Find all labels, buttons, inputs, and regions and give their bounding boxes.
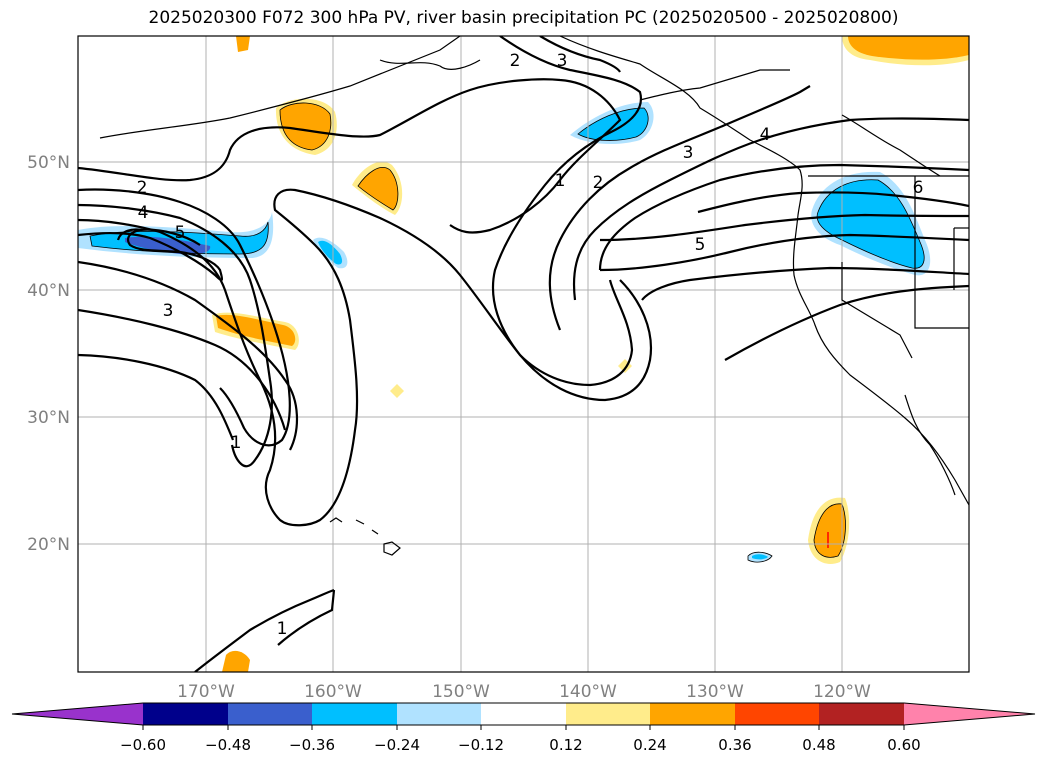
colorbar-segment [566, 703, 650, 725]
lon-label: 120°W [813, 682, 871, 702]
contour-label: 5 [175, 223, 186, 243]
colorbar-segment [650, 703, 735, 725]
colorbar-segment [397, 703, 481, 725]
lat-label: 30°N [27, 408, 70, 428]
contour-label: 5 [695, 235, 706, 255]
colorbar-tick-label: 0.48 [802, 736, 835, 754]
pos-anomaly-south [222, 650, 250, 672]
lon-label: 160°W [304, 682, 362, 702]
contour-label: 1 [555, 171, 566, 191]
contour-label: 2 [510, 51, 521, 71]
colorbar-tick-label: −0.12 [458, 736, 504, 754]
colorbar: −0.60 −0.48 −0.36 −0.24 −0.12 0.12 0.24 … [11, 702, 1036, 754]
colorbar-tick-label: 0.36 [718, 736, 751, 754]
pos-anomaly-dot1 [390, 384, 404, 398]
neg-anomaly-westcoast-core [817, 179, 925, 269]
colorbar-segment [735, 703, 819, 725]
pos-anomaly-north-ne-core [848, 36, 969, 60]
colorbar-tick-label: −0.48 [205, 736, 251, 754]
contour-label: 3 [557, 51, 568, 71]
lon-labels: 170°W 160°W 150°W 140°W 130°W 120°W [177, 682, 871, 702]
pv-contours [78, 36, 969, 672]
gridlines [78, 36, 969, 672]
pos-anomaly-north-nw [236, 36, 250, 52]
contour-label: 2 [593, 173, 604, 193]
lon-label: 150°W [432, 682, 490, 702]
pos-anomaly-gulf-core [358, 167, 398, 210]
colorbar-segment [312, 703, 397, 725]
contour-label: 3 [683, 143, 694, 163]
lat-labels: 50°N 40°N 30°N 20°N [27, 153, 70, 555]
contour-label: 2 [137, 178, 148, 198]
colorbar-segment [481, 703, 566, 725]
map-frame [77, 35, 970, 673]
colorbar-tick-label: −0.24 [374, 736, 420, 754]
colorbar-segment [143, 703, 228, 725]
contour-label: 1 [231, 433, 242, 453]
neg-anomaly-hawaii-core [752, 554, 768, 560]
colorbar-min-extend [12, 703, 143, 725]
contour-label: 4 [760, 125, 771, 145]
neg-anomaly-gulf-alaska-core [578, 108, 649, 141]
lat-label: 50°N [27, 153, 70, 173]
lon-label: 130°W [686, 682, 744, 702]
contour-label: 1 [277, 619, 288, 639]
contour-label: 6 [913, 178, 924, 198]
pv-contour-labels: 1 1 1 2 2 2 3 3 3 4 4 5 5 6 [137, 51, 924, 639]
pos-anomaly-aleutian-core [280, 102, 331, 150]
lat-label: 20°N [27, 535, 70, 555]
colorbar-max-extend [904, 703, 1035, 725]
coastlines [99, 36, 969, 556]
colorbar-segment [228, 703, 312, 725]
colorbar-tick-label: 0.60 [887, 736, 920, 754]
colorbar-tick-label: −0.36 [289, 736, 335, 754]
neg-anomaly-westpac-mid [90, 222, 269, 254]
lon-label: 170°W [177, 682, 235, 702]
colorbar-tick-label: −0.60 [120, 736, 166, 754]
neg-anomaly-small-core [318, 240, 343, 265]
contour-label: 3 [163, 301, 174, 321]
colorbar-tick-label: 0.12 [549, 736, 582, 754]
colorbar-segment [819, 703, 904, 725]
map-title: 2025020300 F072 300 hPa PV, river basin … [148, 8, 899, 28]
lat-label: 40°N [27, 281, 70, 301]
map-background [78, 36, 969, 672]
colorbar-tick-label: 0.24 [633, 736, 666, 754]
contour-label: 4 [138, 203, 149, 223]
lon-label: 140°W [559, 682, 617, 702]
